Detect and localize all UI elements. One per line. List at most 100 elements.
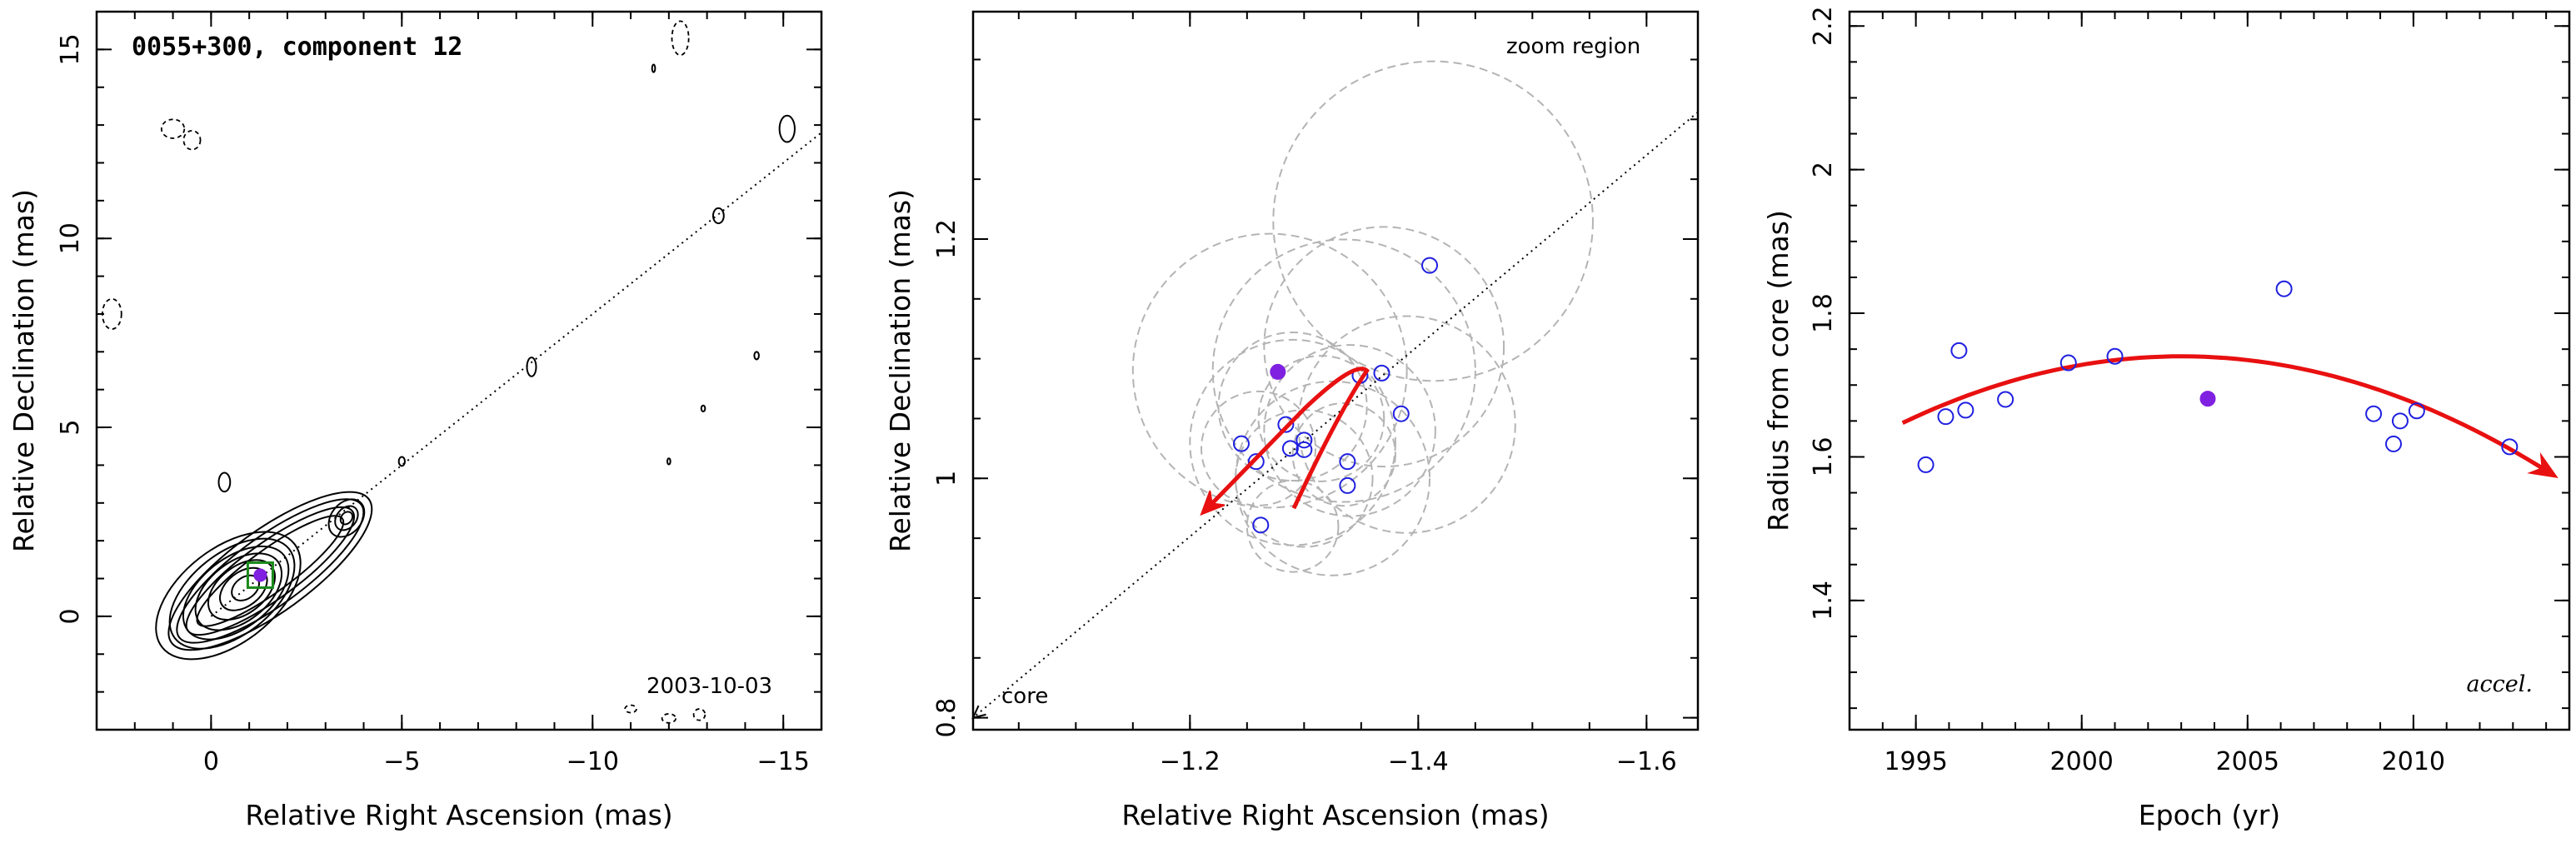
map-noise-contour [671,20,690,57]
map-axes-frame [95,10,823,731]
map-noise-contour [101,297,122,330]
map-x-ticks: 0 −5 −10 −15 [133,12,822,776]
map-noise-contour [700,404,706,412]
zoom-uncertainty-circles [1131,60,1594,576]
map-ytick-label: 5 [56,420,85,436]
radius-ylabel: Radius from core (mas) [1762,210,1795,531]
zoom-circle [1246,479,1340,573]
radius-xtick-label: 1995 [1884,747,1947,776]
zoom-circle [1217,332,1368,482]
map-contour-envelope [167,491,373,651]
zoom-xtick-label: −1.4 [1388,747,1449,776]
radius-ytick-label: 1.6 [1809,437,1838,477]
radius-axes-frame [1848,10,2571,731]
radius-point-open [2275,280,2293,297]
zoom-circle [1263,226,1505,468]
zoom-circle [1291,402,1396,507]
map-noise-contour [753,351,760,361]
map-xlabel: Relative Right Ascension (mas) [245,799,672,831]
zoom-circle [1201,390,1317,506]
zoom-point-open [1247,453,1265,471]
radius-point-open [2365,405,2383,422]
zoom-trajectory [1206,367,1370,510]
radius-ytick-label: 1.8 [1809,293,1838,333]
radius-xtick-label: 2000 [2050,747,2114,776]
map-noise-contour [692,708,706,721]
radius-accel-label: accel. [2466,671,2533,697]
zoom-circle [1189,338,1396,546]
zoom-x-ticks: −1.2 −1.4 −1.6 [1017,12,1677,776]
zoom-circle [1272,60,1594,382]
zoom-circle [1257,355,1385,482]
map-jet-axis-line [210,132,822,617]
radius-ytick-label: 2.2 [1809,6,1838,46]
zoom-ytick-label: 1.2 [932,219,961,259]
zoom-ytick-label: 0.8 [932,698,961,738]
radius-point-open [2384,435,2402,452]
zoom-point-open [1295,431,1313,449]
zoom-point-open [1421,257,1439,274]
zoom-point-open [1339,453,1356,471]
zoom-circle [1297,315,1516,534]
radius-ytick-label: 2 [1809,162,1838,177]
map-noise-contour [651,63,656,73]
map-noise-contour [666,457,671,466]
zoom-axes-frame [971,10,1700,731]
map-noise-contour [661,713,676,724]
map-zoom-box [246,561,274,589]
radius-ytick-label: 1.4 [1809,581,1838,621]
zoom-circle [1131,232,1408,509]
radius-fit-curve [1901,354,2551,475]
zoom-jet-axis-line [972,111,1699,719]
map-noise-contour [397,456,406,467]
zoom-ytick-label: 1 [932,471,961,486]
map-xtick-label: −15 [757,747,810,776]
zoom-circle [1235,380,1431,576]
map-contour-knot [339,511,354,526]
radius-y-ticks: 1.4 1.6 1.8 2 2.2 [1809,6,2569,710]
map-noise-contours [101,20,796,724]
map-contour-ellipse [194,552,283,631]
map-contour-envelope [196,515,345,627]
zoom-circle [1263,344,1436,517]
zoom-point-open [1373,364,1390,382]
map-contour-ellipse [168,537,296,650]
radius-points [1917,280,2519,473]
map-component-marker [253,568,267,582]
map-contour-knot [334,505,359,531]
map-ytick-label: 15 [56,33,85,65]
zoom-point-open [1392,405,1410,422]
radius-point-open [1917,456,1934,473]
radius-point-open [1997,391,2014,408]
radius-point-filled [2199,391,2216,407]
map-contour-ellipse [155,531,302,661]
map-contours [155,491,373,661]
radius-xlabel: Epoch (yr) [2139,799,2280,831]
map-ylabel: Relative Declination (mas) [7,189,40,552]
map-xtick-label: 0 [203,747,219,776]
panel-radius-epoch: 1995 2000 2005 2010 1.4 1.6 1.8 2 2.2 accel. Ep… [1762,6,2571,831]
radius-point-open [2501,438,2519,456]
radius-xtick-label: 2005 [2216,747,2279,776]
zoom-point-filled [1270,363,1286,380]
map-xtick-label: −5 [383,747,420,776]
zoom-core-label: core [1001,684,1048,709]
radius-point-open [2059,354,2077,372]
radius-fit-arrowhead [2527,451,2559,479]
map-epoch-label: 2003-10-03 [646,674,772,699]
zoom-point-open [1232,435,1250,452]
radius-point-open [2391,412,2409,430]
map-noise-contour [711,207,725,225]
zoom-ylabel: Relative Declination (mas) [884,189,916,552]
zoom-circle [1211,238,1476,503]
radius-point-open [1937,408,1954,426]
zoom-point-open [1295,441,1313,458]
radius-point-open [1957,402,1974,419]
radius-point-open [2408,402,2425,420]
map-noise-contour [160,118,186,139]
zoom-point-open [1252,516,1270,534]
zoom-point-open [1339,476,1356,494]
map-contour-envelope [176,498,365,644]
